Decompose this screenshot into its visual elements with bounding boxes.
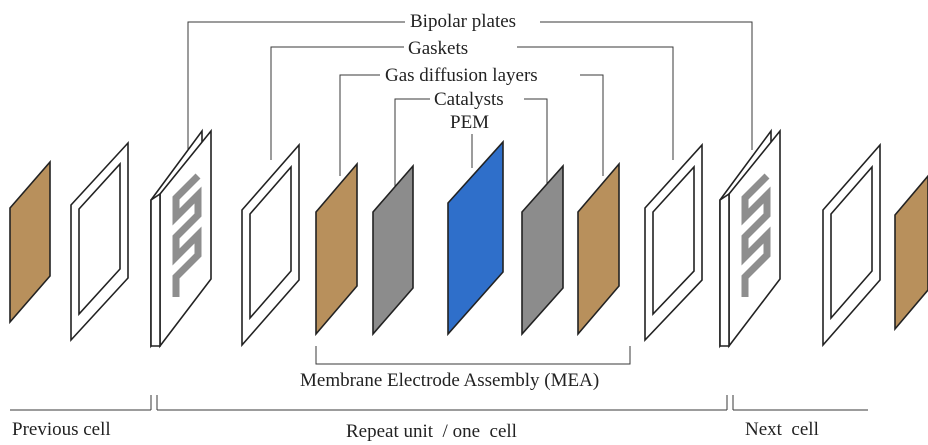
- gaskets-leader: [270, 46, 674, 160]
- gasket-left: [241, 142, 300, 348]
- label-repeat-unit: Repeat unit / one cell: [346, 421, 517, 442]
- label-pem: PEM: [450, 112, 489, 133]
- gas-diffusion-layers-leader: [339, 74, 604, 176]
- gasket-previous: [70, 140, 129, 343]
- label-gaskets: Gaskets: [408, 38, 468, 59]
- label-bipolar-plates: Bipolar plates: [410, 11, 516, 32]
- gas-diffusion-layer-previous: [9, 159, 51, 325]
- catalyst-right: [521, 163, 564, 337]
- gas-diffusion-layer-right: [577, 161, 620, 337]
- label-catalysts: Catalysts: [434, 89, 504, 110]
- pem: [447, 139, 504, 337]
- bipolar-plates-leader: [187, 21, 753, 150]
- cell-brackets: [10, 395, 868, 411]
- gasket-next: [822, 142, 881, 348]
- label-gas-diffusion-layers: Gas diffusion layers: [385, 65, 538, 86]
- label-previous-cell: Previous cell: [12, 419, 111, 440]
- mea-bracket: [315, 346, 631, 365]
- flow-channel-right: [741, 173, 771, 297]
- bipolar-plate-right: [719, 128, 781, 349]
- catalyst-left: [372, 163, 414, 337]
- gas-diffusion-layer-next: [894, 174, 928, 332]
- label-next-cell: Next cell: [745, 419, 819, 440]
- catalysts-leader: [394, 98, 548, 205]
- gasket-right: [644, 142, 703, 343]
- gas-diffusion-layer-left: [315, 161, 358, 337]
- label-mea: Membrane Electrode Assembly (MEA): [300, 370, 599, 391]
- flow-channel-left: [172, 173, 202, 297]
- bipolar-plate-left: [150, 128, 212, 349]
